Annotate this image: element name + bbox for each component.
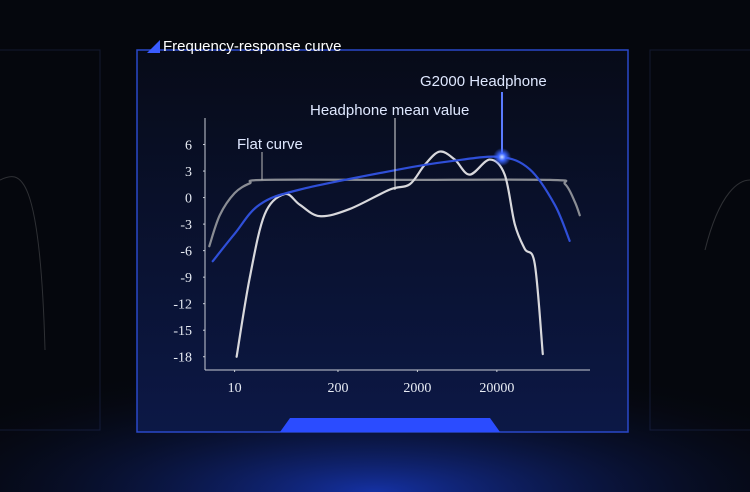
annotation: Headphone mean value	[310, 102, 469, 119]
x-tick-label: 200	[327, 381, 348, 396]
x-tick-label: 2000	[403, 381, 431, 396]
y-tick-label: -12	[173, 298, 192, 313]
y-tick-label: 3	[185, 165, 192, 180]
series-line	[208, 178, 581, 248]
panel-base	[280, 418, 500, 432]
y-tick-label: -3	[180, 218, 192, 233]
highlight-dot	[493, 148, 511, 166]
y-tick-label: -18	[173, 351, 192, 366]
chart-title: Frequency-response curve	[163, 38, 341, 55]
annotation: G2000 Headphone	[420, 73, 547, 90]
x-tick-label: 10	[228, 381, 242, 396]
title-marker	[147, 40, 160, 53]
y-tick-label: -15	[173, 324, 192, 339]
y-tick-label: 6	[185, 139, 192, 154]
x-tick-label: 20000	[479, 381, 514, 396]
annotation: Flat curve	[237, 136, 303, 153]
series-line	[211, 155, 571, 263]
ghost-panels	[0, 49, 750, 431]
y-tick-label: -6	[180, 245, 192, 260]
y-tick-label: 0	[185, 192, 192, 207]
y-tick-label: -9	[180, 271, 192, 286]
panel	[136, 49, 629, 433]
